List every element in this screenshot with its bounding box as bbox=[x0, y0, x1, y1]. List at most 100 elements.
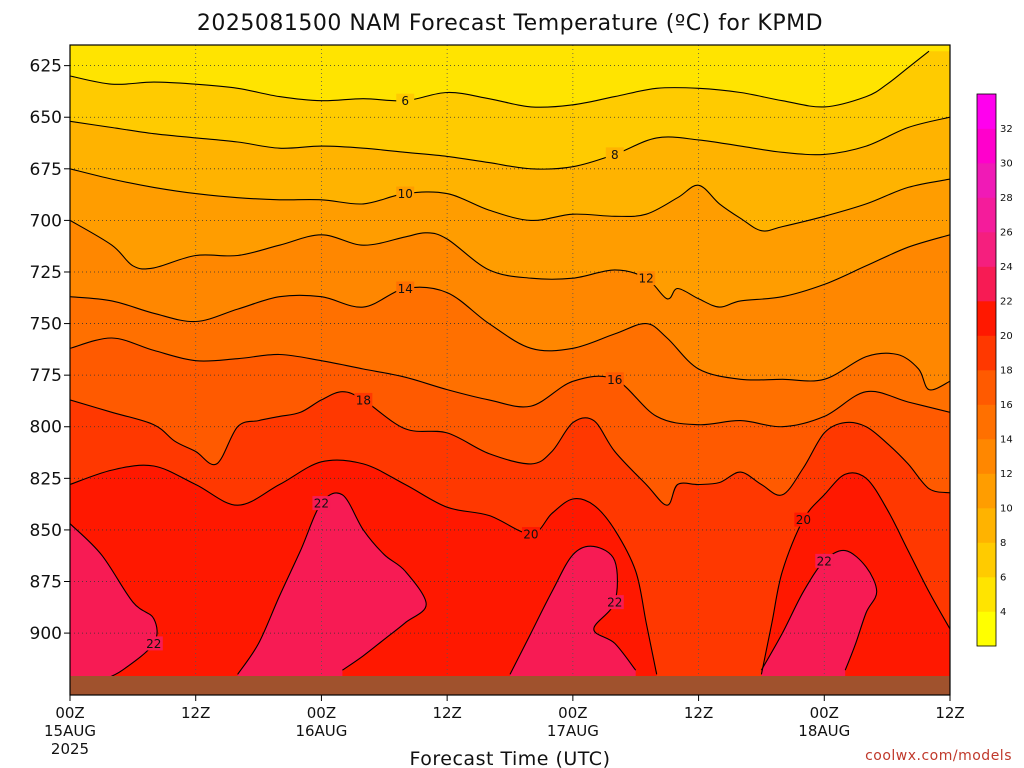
y-tick-label: 900 bbox=[30, 624, 62, 644]
x-tick-year: 2025 bbox=[51, 740, 89, 758]
contour-label: 20 bbox=[521, 527, 540, 542]
contour-line-20 bbox=[70, 459, 658, 675]
y-tick-label: 650 bbox=[30, 108, 62, 128]
contour-label-text: 12 bbox=[639, 272, 654, 286]
band-above-22 bbox=[761, 550, 877, 695]
contour-line-22 bbox=[237, 492, 427, 675]
x-tick-label: 00Z bbox=[558, 704, 587, 722]
x-tick-label: 12Z bbox=[935, 704, 964, 722]
y-tick-label: 700 bbox=[30, 211, 62, 231]
plot-frame bbox=[69, 44, 951, 696]
colorbar-swatch bbox=[977, 370, 996, 405]
x-tick-date: 18AUG bbox=[798, 722, 850, 740]
colorbar-tick-label: 24 bbox=[1000, 262, 1013, 273]
colorbar-swatch bbox=[977, 508, 996, 543]
chart-title: 2025081500 NAM Forecast Temperature (ºC)… bbox=[197, 11, 823, 36]
contour-label-text: 22 bbox=[146, 637, 161, 651]
contour-line-20 bbox=[760, 472, 950, 675]
x-tick-date: 15AUG bbox=[44, 722, 96, 740]
contour-label-text: 8 bbox=[611, 148, 619, 162]
colorbar-swatch bbox=[977, 128, 996, 164]
y-tick-label: 875 bbox=[30, 573, 62, 593]
colorbar-tick-label: 28 bbox=[1000, 193, 1013, 204]
colorbar-swatch bbox=[977, 404, 996, 440]
temperature-fill bbox=[70, 45, 950, 695]
y-tick-label: 775 bbox=[30, 366, 62, 386]
contour-label-text: 22 bbox=[817, 554, 832, 568]
y-tick-label: 725 bbox=[30, 263, 62, 283]
contour-label-text: 16 bbox=[607, 373, 622, 387]
contour-label: 14 bbox=[396, 281, 415, 296]
contour-line-10 bbox=[70, 168, 950, 232]
contour-label-text: 18 bbox=[356, 393, 371, 407]
x-tick-label: 12Z bbox=[684, 704, 713, 722]
x-axis-label: Forecast Time (UTC) bbox=[410, 748, 611, 768]
colorbar-tick-label: 12 bbox=[1000, 469, 1013, 480]
y-tick-label: 800 bbox=[30, 418, 62, 438]
contour-label: 6 bbox=[396, 93, 415, 108]
x-tick-label: 00Z bbox=[55, 704, 84, 722]
terrain-strip bbox=[70, 676, 950, 695]
contour-label-text: 14 bbox=[398, 282, 413, 296]
colorbar-tick-label: 10 bbox=[1000, 504, 1013, 515]
contour-line-22 bbox=[760, 549, 878, 671]
contour-label: 22 bbox=[605, 595, 624, 610]
gridlines bbox=[70, 45, 950, 695]
y-tick-label: 850 bbox=[30, 521, 62, 541]
band-above-22 bbox=[510, 546, 636, 695]
colorbar-tick-label: 4 bbox=[1000, 607, 1006, 618]
y-tick-label: 625 bbox=[30, 57, 62, 77]
colorbar-tick-label: 20 bbox=[1000, 331, 1013, 342]
contour-line-18 bbox=[70, 391, 950, 506]
contour-label-text: 22 bbox=[314, 497, 329, 511]
y-axis: 625 650 675 700 725 750 775 800 825 850 875 900 bbox=[30, 57, 70, 644]
contour-label: 10 bbox=[396, 186, 415, 201]
y-tick-label: 825 bbox=[30, 469, 62, 489]
colorbar-swatch bbox=[977, 542, 996, 578]
contour-label-text: 10 bbox=[398, 187, 413, 201]
colorbar-tick-label: 8 bbox=[1000, 538, 1006, 549]
colorbar-frame bbox=[976, 93, 997, 647]
contour-line-6 bbox=[70, 50, 930, 108]
y-tick-label: 750 bbox=[30, 315, 62, 335]
contour-label: 22 bbox=[144, 636, 163, 651]
contour-label: 18 bbox=[354, 392, 373, 407]
x-tick-label: 00Z bbox=[810, 704, 839, 722]
colorbar-swatch bbox=[977, 473, 996, 509]
contour-label-text: 20 bbox=[523, 528, 538, 542]
colorbar-swatch bbox=[977, 266, 996, 302]
colorbar-tick-label: 14 bbox=[1000, 435, 1013, 446]
contour-line-22 bbox=[509, 545, 637, 675]
contour-label: 22 bbox=[312, 496, 331, 511]
contour-label: 20 bbox=[794, 512, 813, 527]
x-tick-date: 16AUG bbox=[295, 722, 347, 740]
contour-label: 16 bbox=[605, 372, 624, 387]
contour-label: 12 bbox=[637, 271, 656, 286]
colorbar-swatch bbox=[977, 197, 996, 233]
colorbar-swatch bbox=[977, 232, 996, 267]
colorbar-tick-label: 6 bbox=[1000, 573, 1006, 584]
colorbar-swatch bbox=[977, 301, 996, 336]
colorbar-tick-label: 30 bbox=[1000, 159, 1013, 170]
colorbar-tick-label: 22 bbox=[1000, 297, 1013, 308]
band-above-22 bbox=[237, 492, 427, 695]
x-tick-label: 12Z bbox=[432, 704, 461, 722]
contour-line-14 bbox=[70, 286, 950, 391]
x-tick-label: 00Z bbox=[307, 704, 336, 722]
colorbar-swatch bbox=[977, 163, 996, 198]
contour-line-22 bbox=[70, 523, 158, 682]
contour-label-text: 22 bbox=[607, 596, 622, 610]
colorbar-swatch bbox=[977, 94, 996, 129]
contour-label: 22 bbox=[815, 553, 834, 568]
colorbar-tick-label: 18 bbox=[1000, 366, 1013, 377]
contour-line-8 bbox=[70, 116, 950, 170]
contour-label-text: 6 bbox=[401, 94, 409, 108]
contour-line-16 bbox=[70, 337, 950, 428]
x-tick-date: 17AUG bbox=[547, 722, 599, 740]
credit-text: coolwx.com/models bbox=[865, 748, 1012, 764]
colorbar-swatch bbox=[977, 335, 996, 371]
contour-label-text: 20 bbox=[796, 513, 811, 527]
y-tick-label: 675 bbox=[30, 160, 62, 180]
